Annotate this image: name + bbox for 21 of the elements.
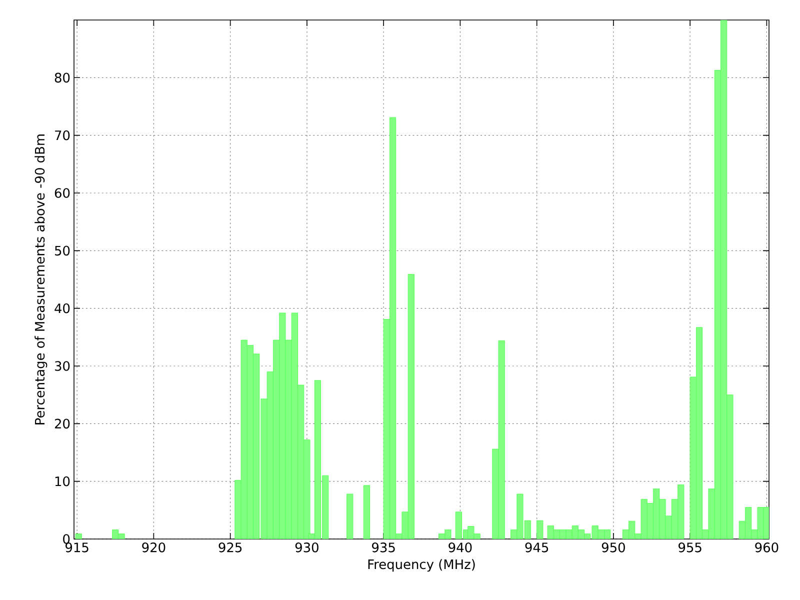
x-tick-label: 930	[295, 542, 318, 552]
y-axis-title: Percentage of Measurements above -90 dBm	[34, 134, 48, 424]
y-tick-label: 30	[54, 361, 70, 371]
x-tick-label: 945	[525, 542, 548, 552]
y-tick-label: 80	[54, 72, 70, 83]
y-tick-label: 50	[55, 246, 70, 256]
y-tick-label: 40	[54, 303, 70, 314]
x-tick-label: 915	[66, 542, 88, 552]
x-tick-label: 920	[142, 542, 166, 552]
y-tick-label: 10	[55, 476, 70, 486]
x-tick-label: 940	[448, 542, 472, 552]
x-tick-label: 925	[218, 542, 242, 552]
y-tick-label: 20	[54, 418, 70, 429]
y-tick-label: 70	[55, 130, 70, 140]
y-tick-label: 0	[63, 534, 70, 544]
x-axis-title: Frequency (MHz)	[368, 559, 475, 572]
x-tick-label: 960	[755, 542, 778, 552]
x-tick-label: 955	[678, 542, 702, 552]
x-tick-label: 950	[602, 542, 625, 552]
x-tick-label: 935	[372, 542, 395, 552]
y-tick-label: 60	[54, 188, 70, 198]
